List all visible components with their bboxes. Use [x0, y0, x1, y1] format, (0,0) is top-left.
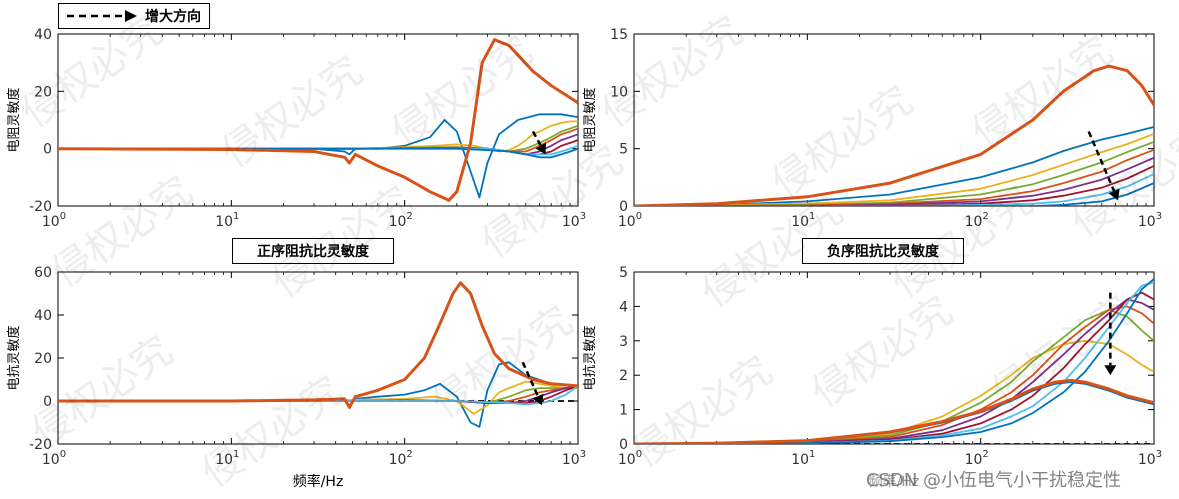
y-tick-label: 0: [619, 199, 628, 215]
x-tick-label: 102: [389, 449, 413, 468]
x-tick-label: 101: [215, 211, 239, 230]
x-tick-label: 102: [965, 211, 989, 230]
x-axis-label: 频率/Hz: [293, 473, 344, 490]
y-tick-label: 3: [619, 334, 628, 350]
y-tick-label: 5: [619, 265, 628, 281]
y-axis-label: 电抗灵敏度: [582, 325, 598, 390]
x-tick-label: 103: [1138, 211, 1162, 230]
y-tick-label: 15: [610, 27, 628, 43]
chart-panel-4: 100101102103012345电抗灵敏度频率/Hz: [582, 265, 1162, 490]
x-tick-label: 103: [562, 449, 586, 468]
y-tick-label: 1: [619, 403, 628, 419]
y-tick-label: 60: [34, 265, 52, 281]
plot-area: [58, 34, 578, 206]
y-axis-label: 电抗灵敏度: [6, 325, 22, 390]
y-axis-label: 电阻灵敏度: [582, 87, 598, 152]
chart-title-negative-sequence: 负序阻抗比灵敏度: [802, 238, 964, 264]
y-axis-label: 电阻灵敏度: [6, 87, 22, 152]
x-tick-label: 101: [791, 449, 815, 468]
y-tick-label: 20: [34, 351, 52, 367]
y-tick-label: 10: [610, 84, 628, 100]
y-tick-label: -20: [29, 199, 52, 215]
y-tick-label: 40: [34, 27, 52, 43]
credit-text: CSDN @小伍电气小干扰稳定性: [866, 466, 1121, 492]
x-tick-label: 103: [1138, 449, 1162, 468]
dashed-arrow-icon: [65, 10, 139, 22]
y-tick-label: -20: [29, 437, 52, 453]
y-tick-label: 0: [43, 394, 52, 410]
plot-area: [634, 272, 1154, 444]
y-tick-label: 2: [619, 368, 628, 384]
y-tick-label: 40: [34, 308, 52, 324]
legend-label: 增大方向: [145, 6, 201, 26]
x-tick-label: 102: [389, 211, 413, 230]
y-tick-label: 0: [43, 142, 52, 158]
y-tick-label: 4: [619, 299, 628, 315]
chart-title-positive-sequence: 正序阻抗比灵敏度: [232, 238, 394, 264]
y-tick-label: 20: [34, 84, 52, 100]
y-tick-label: 5: [619, 142, 628, 158]
y-tick-label: 0: [619, 437, 628, 453]
x-tick-label: 103: [562, 211, 586, 230]
legend: 增大方向: [58, 3, 210, 29]
x-tick-label: 101: [791, 211, 815, 230]
x-tick-label: 101: [215, 449, 239, 468]
